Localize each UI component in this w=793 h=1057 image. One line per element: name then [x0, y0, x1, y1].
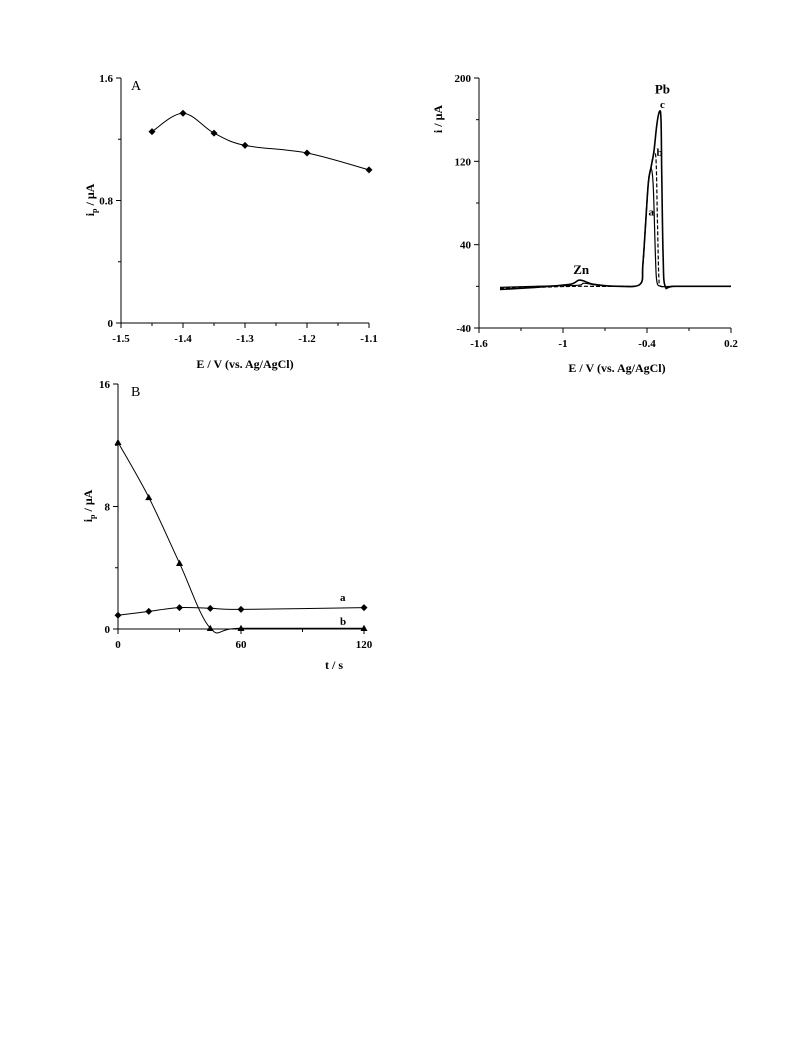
- series-line: [151, 112, 370, 171]
- voltammogram-a: [499, 167, 731, 288]
- data-point: [148, 128, 156, 136]
- panel-a-ylabel-main: i: [83, 212, 97, 216]
- data-point-a: [360, 604, 368, 612]
- panel-a-ylabel: ip / μA: [83, 183, 99, 216]
- panel-c-annotations: Zn Pb c b a: [573, 82, 670, 277]
- data-point-a: [237, 605, 245, 613]
- voltammogram-b: [499, 151, 731, 289]
- panel-b-ylabel-sub: p: [88, 514, 97, 519]
- x-tick-label: 0: [115, 639, 121, 651]
- data-point-b: [114, 438, 122, 445]
- chart-panel-a: 0 0.8 1.6 -1.5 -1.4 -1.3 -1.2 -1.1 A E / V (vs.…: [83, 73, 378, 371]
- y-tick-label: 1.6: [99, 73, 113, 85]
- panel-b-marks: [114, 438, 368, 634]
- data-point-b: [145, 493, 153, 501]
- data-point: [241, 141, 249, 149]
- y-tick-label: 120: [455, 156, 472, 168]
- chart-panel-voltammogram: -40 40 120 200 -1.6 -1 -0.4 0.2 Zn Pb c b a E / V (…: [431, 73, 738, 375]
- chart-panel-b: 0 8 16 0 60 120 B t / s ip / μA a b: [81, 379, 373, 672]
- panel-b-ylabel-main: i: [81, 518, 95, 522]
- x-tick-label: -1.5: [112, 333, 130, 345]
- y-tick-label: 40: [460, 240, 472, 252]
- annotation-zn: Zn: [573, 262, 590, 277]
- panel-b-ylabel: ip / μA: [81, 489, 97, 522]
- data-point-b: [206, 624, 214, 632]
- panel-a-ylabel-sub: p: [90, 208, 99, 213]
- data-point: [365, 166, 373, 174]
- y-tick-label: 8: [105, 502, 111, 514]
- panel-c-axes: [478, 78, 731, 329]
- series-line-b: [117, 441, 364, 634]
- annotation-a: a: [648, 207, 654, 219]
- panel-a-ticks: 0 0.8 1.6 -1.5 -1.4 -1.3 -1.2 -1.1: [99, 73, 377, 345]
- panel-b-series-b-label: b: [340, 616, 346, 628]
- x-tick-label: -1.2: [298, 333, 316, 345]
- panel-c-marks: [499, 110, 731, 291]
- y-tick-label: 0.8: [99, 196, 113, 208]
- panel-c-ticks: -40 40 120 200 -1.6 -1 -0.4 0.2: [455, 73, 739, 350]
- data-point-b: [176, 559, 183, 566]
- panel-a-axes: [120, 78, 369, 324]
- annotation-b: b: [657, 147, 663, 159]
- panel-a-marks: [148, 109, 373, 174]
- data-point-b: [360, 624, 368, 632]
- panel-a-label: A: [131, 79, 142, 94]
- data-point-a: [145, 607, 153, 615]
- data-point: [303, 149, 311, 157]
- data-point: [210, 129, 218, 137]
- panel-b-ticks: 0 8 16 0 60 120: [99, 379, 373, 651]
- panel-b-axes: [117, 384, 364, 630]
- x-tick-label: -1: [558, 338, 567, 350]
- annotation-pb: Pb: [655, 82, 670, 97]
- panel-c-ylabel: i / μA: [431, 105, 445, 133]
- data-point-a: [176, 604, 183, 612]
- x-tick-label: 0.2: [724, 338, 738, 350]
- x-tick-label: 120: [356, 639, 373, 651]
- data-point-a: [114, 611, 122, 619]
- data-point: [179, 109, 187, 117]
- y-tick-label: 0: [105, 624, 111, 636]
- y-tick-label: -40: [456, 323, 471, 335]
- panel-c-xlabel: E / V (vs. Ag/AgCl): [568, 361, 665, 375]
- panel-a-ylabel-rest: / μA: [83, 183, 97, 208]
- x-tick-label: -1.3: [236, 333, 254, 345]
- y-tick-label: 16: [99, 379, 111, 391]
- panel-b-label: B: [131, 385, 140, 400]
- annotation-c: c: [660, 99, 665, 111]
- x-tick-label: -1.6: [470, 338, 488, 350]
- x-tick-label: -1.1: [360, 333, 377, 345]
- panel-b-series-a-label: a: [340, 592, 346, 604]
- x-tick-label: -0.4: [638, 338, 656, 350]
- y-tick-label: 0: [108, 318, 114, 330]
- voltammogram-c: [499, 110, 731, 291]
- data-point-a: [206, 604, 214, 612]
- data-point-b: [237, 624, 245, 632]
- x-tick-label: 60: [236, 639, 248, 651]
- panel-b-ylabel-rest: / μA: [81, 489, 95, 514]
- panel-a-xlabel: E / V (vs. Ag/AgCl): [196, 357, 293, 371]
- panel-b-xlabel: t / s: [325, 658, 343, 672]
- x-tick-label: -1.4: [174, 333, 192, 345]
- y-tick-label: 200: [455, 73, 472, 85]
